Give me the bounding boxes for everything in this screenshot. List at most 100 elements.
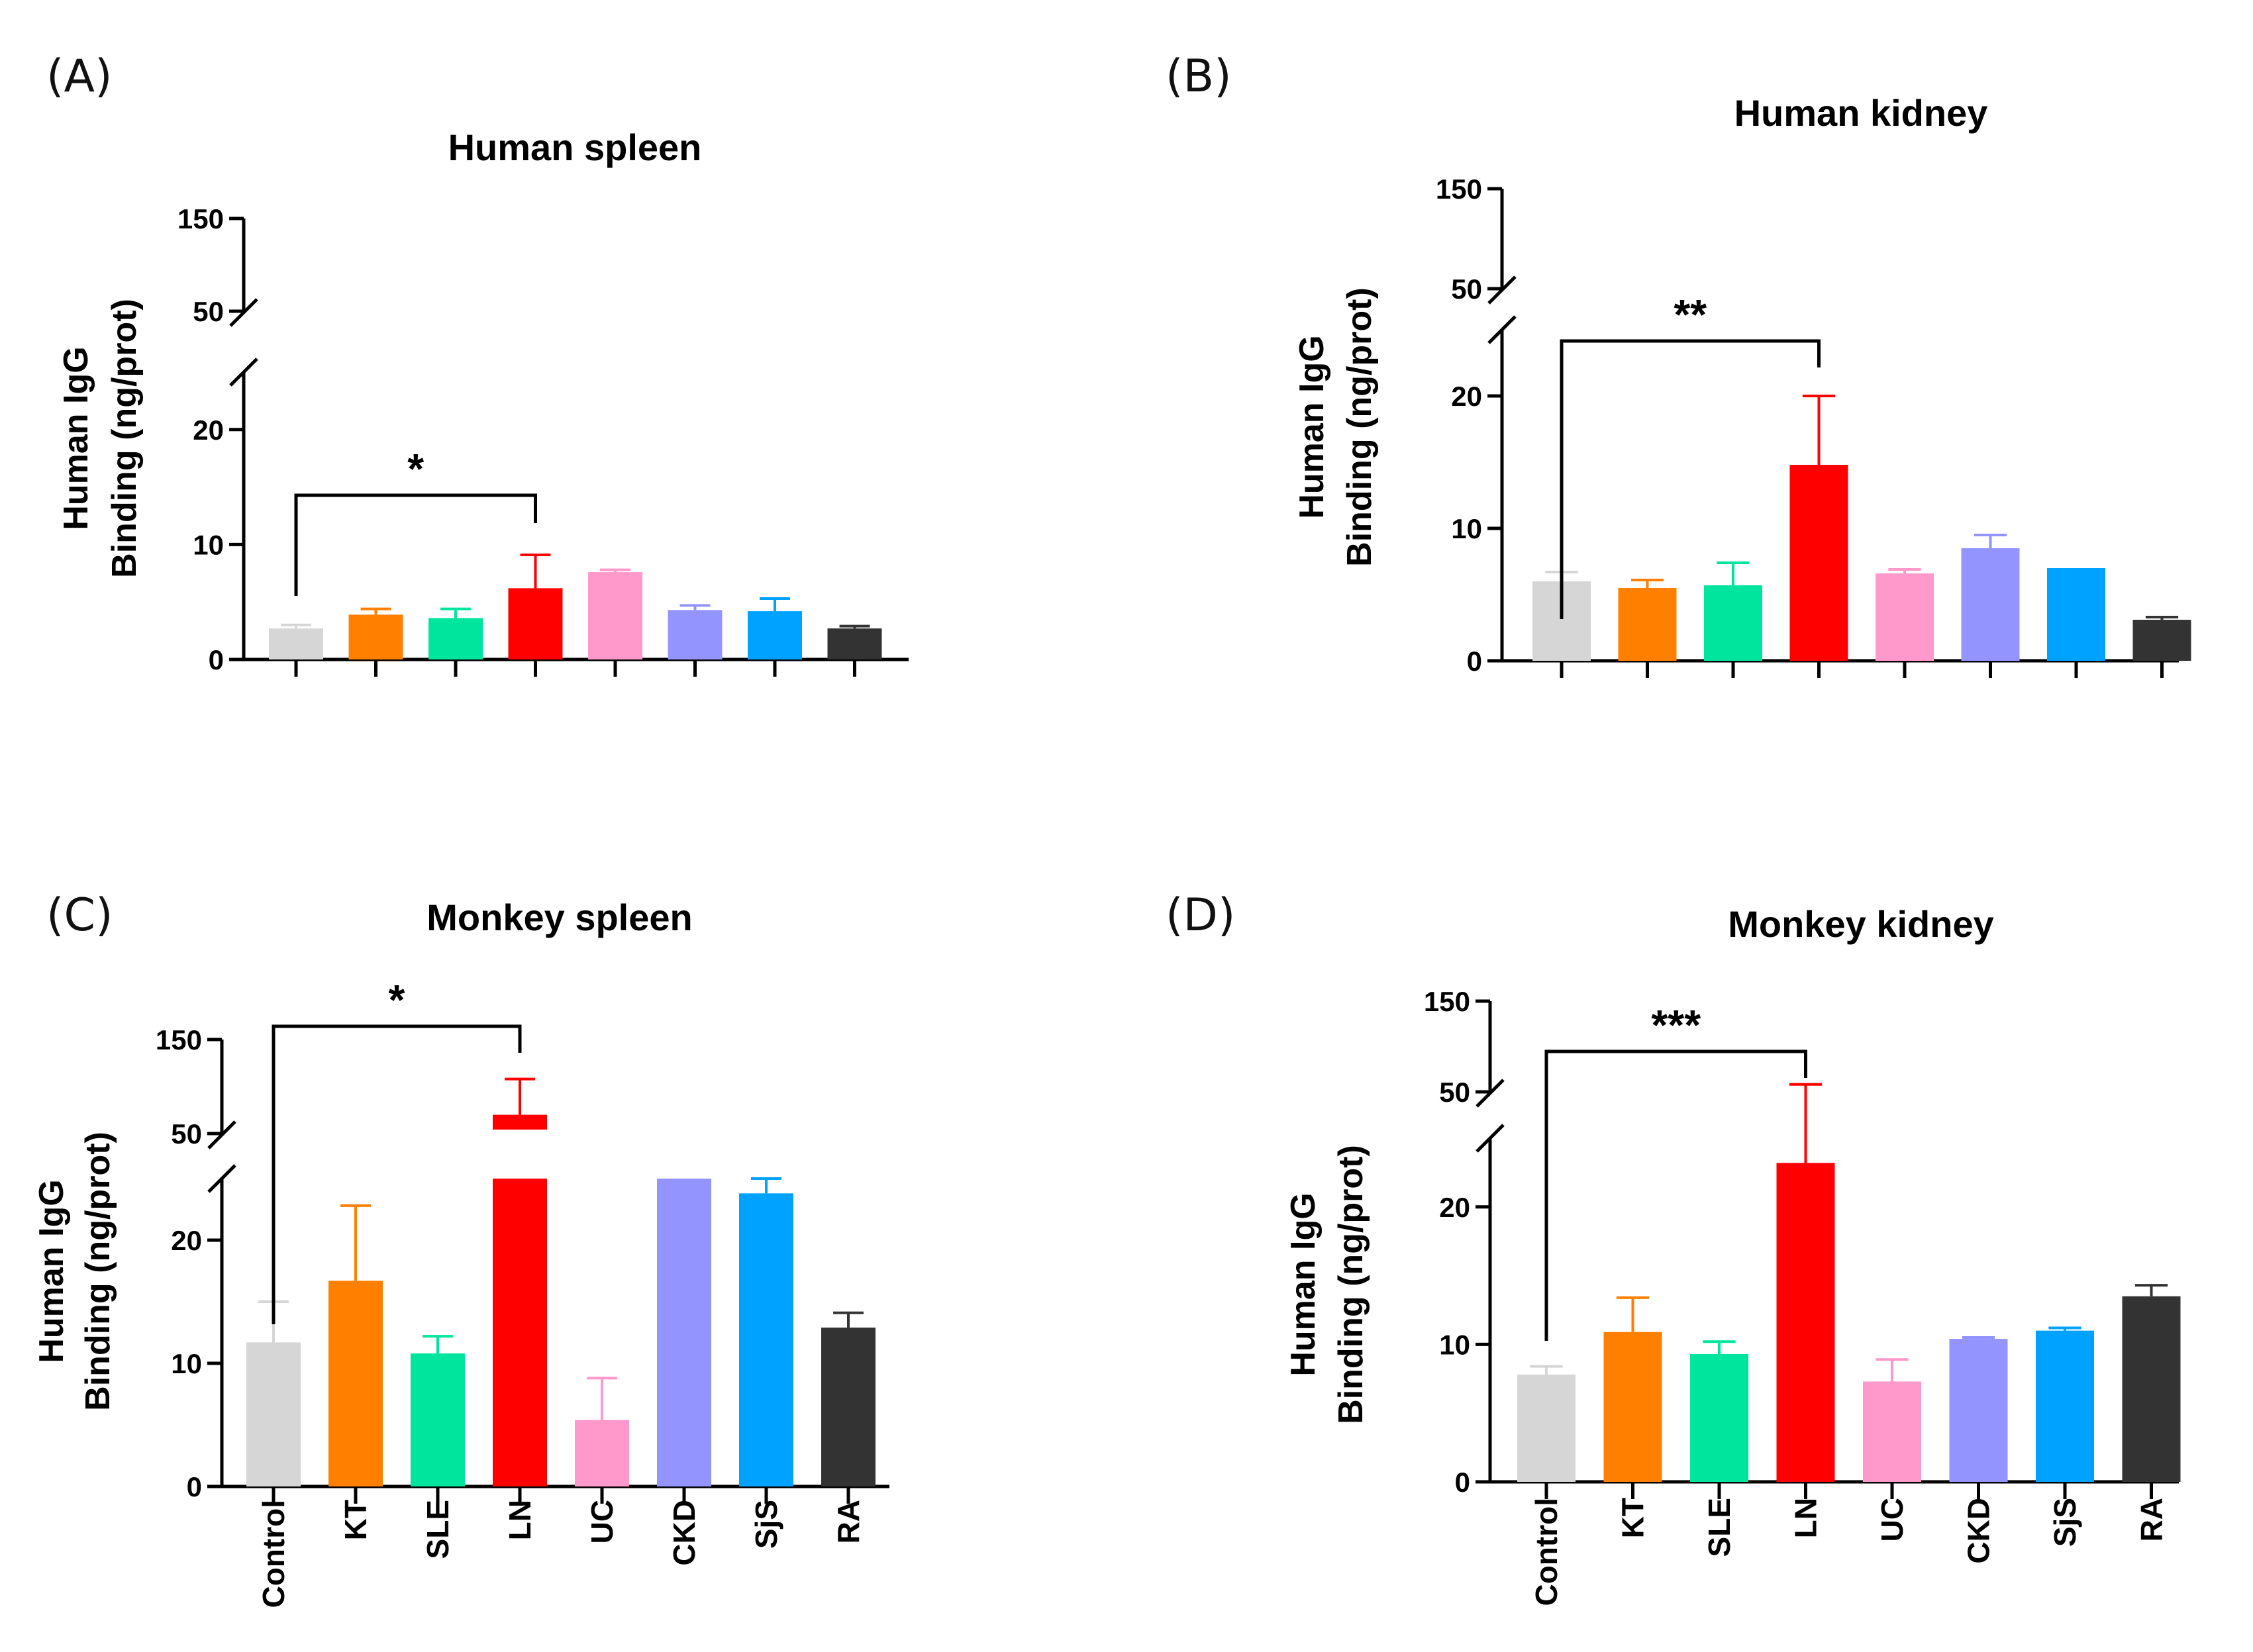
panel-d-category-label-ckd: CKD xyxy=(1962,1498,1996,1564)
panel-c-category-label-sle: SLE xyxy=(421,1500,455,1559)
panel-c-bar-sle xyxy=(411,1353,465,1486)
panel-a-ytick-label-50: 50 xyxy=(193,296,224,327)
panel-c-ylabel-line-2: Binding (ng/prot) xyxy=(79,1132,117,1411)
panel-a-significance-bracket xyxy=(294,493,537,596)
panel-b-ytick-label-20: 20 xyxy=(1451,381,1482,412)
panel-a: (A) Human spleen Human IgG Binding (ng/prot… xyxy=(46,50,909,677)
panel-c-category-label-ln: LN xyxy=(503,1500,537,1540)
panel-b-ytick-label-50: 50 xyxy=(1451,273,1482,305)
panel-c-bar-ln xyxy=(493,1179,547,1486)
panel-d-ytick-label-150: 150 xyxy=(1424,986,1470,1017)
panel-d-significance-bracket xyxy=(1544,1049,1807,1341)
panel-d-bar-uc xyxy=(1863,1381,1921,1482)
panel-d-ytick-label-20: 20 xyxy=(1439,1192,1470,1223)
panel-b-bar-ln xyxy=(1789,465,1848,661)
panel-d-bar-sle xyxy=(1690,1353,1748,1482)
panel-d-significance-label: *** xyxy=(1651,1001,1701,1049)
panel-c-ytick-label-150: 150 xyxy=(156,1024,202,1055)
panel-c-bar-ckd xyxy=(657,1179,711,1486)
panel-c-ytick-label-10: 10 xyxy=(171,1348,202,1379)
panel-b-significance-bracket xyxy=(1560,339,1821,619)
panel-c-ytick-label-20: 20 xyxy=(171,1225,202,1256)
panel-d-category-label-control: Control xyxy=(1529,1498,1564,1606)
panel-a-axis-break-mark-lower xyxy=(229,358,258,387)
panel-d-category-label-kt: KT xyxy=(1616,1498,1650,1538)
panel-d-category-label-sjs: SjS xyxy=(2048,1498,2082,1547)
panel-b-ylabel-line-2: Binding (ng/prot) xyxy=(1340,287,1379,567)
panel-c-significance-bracket xyxy=(272,1024,522,1324)
panel-d-ytick-label-50: 50 xyxy=(1439,1077,1470,1108)
panel-c-category-label-ra: RA xyxy=(831,1500,866,1543)
panel-d-category-label-ra: RA xyxy=(2134,1498,2169,1541)
panel-c-significance-label: * xyxy=(389,976,405,1024)
panel-a-ylabel-line-2: Binding (ng/prot) xyxy=(105,299,144,578)
panel-a-bar-ckd xyxy=(668,610,723,659)
panel-a-significance-label: * xyxy=(407,445,424,493)
panel-a-bar-sjs xyxy=(748,611,802,659)
panel-c-bar-kt xyxy=(328,1281,383,1486)
panel-b-ytick-label-10: 10 xyxy=(1451,513,1482,544)
panel-d-axis-break-mark-lower xyxy=(1476,1124,1505,1153)
panel-c-bar-control xyxy=(246,1342,301,1486)
panel-d: (D) Monkey kidney Human IgG Binding (ng/pro… xyxy=(1166,889,2181,1606)
panel-d-ylabel-line-1: Human IgG xyxy=(1284,1192,1323,1376)
panel-a-bar-kt xyxy=(348,614,403,659)
panel-a-bar-ln xyxy=(508,588,563,659)
panel-b-ylabel-line-1: Human IgG xyxy=(1293,335,1331,518)
panel-c-bar-uc xyxy=(575,1420,629,1486)
panel-a-label: (A) xyxy=(46,50,113,103)
panel-b-bar-uc xyxy=(1876,573,1934,661)
panel-d-ylabel-line-2: Binding (ng/prot) xyxy=(1332,1145,1370,1424)
panel-b-axis-break-mark-lower xyxy=(1487,315,1517,344)
panel-d-bar-kt xyxy=(1603,1332,1662,1482)
panel-b-ytick-label-0: 0 xyxy=(1467,646,1482,677)
panel-d-bar-ln xyxy=(1776,1163,1835,1482)
panel-d-bar-ckd xyxy=(1949,1339,2008,1482)
panel-a-ylabel-line-1: Human IgG xyxy=(57,346,95,530)
panel-b-significance-label: ** xyxy=(1674,291,1707,338)
panel-a-bar-ra xyxy=(827,628,882,659)
panel-a-bar-control xyxy=(269,628,323,659)
panel-d-category-label-sle: SLE xyxy=(1702,1498,1736,1557)
panel-d-bar-ra xyxy=(2122,1296,2181,1482)
panel-c-category-label-sjs: SjS xyxy=(749,1500,783,1549)
panel-a-bar-sle xyxy=(428,618,483,659)
panel-b-bar-ckd xyxy=(1961,548,2020,661)
panel-b-title: Human kidney xyxy=(1734,92,1988,134)
panel-c-category-label-kt: KT xyxy=(338,1500,373,1540)
panel-c-ytick-label-0: 0 xyxy=(187,1471,202,1502)
panel-b-bar-kt xyxy=(1618,588,1677,661)
panel-b-bar-ra xyxy=(2132,620,2191,661)
panel-b-bar-sjs xyxy=(2047,568,2105,661)
panel-c-bar-sjs xyxy=(739,1193,793,1486)
panel-c-title: Monkey spleen xyxy=(426,897,692,938)
panel-b-ytick-label-150: 150 xyxy=(1436,173,1482,205)
panel-c: (C) Monkey spleen Human IgG Binding (ng/pro… xyxy=(32,889,889,1608)
panel-c-ytick-label-50: 50 xyxy=(171,1118,202,1149)
panel-d-ytick-label-10: 10 xyxy=(1439,1329,1470,1360)
panel-d-bar-control xyxy=(1517,1375,1576,1482)
panel-a-bar-uc xyxy=(588,572,642,659)
panel-d-ytick-label-0: 0 xyxy=(1455,1467,1470,1498)
panel-c-bar-ln-upper xyxy=(493,1114,547,1130)
panel-d-label: (D) xyxy=(1166,889,1235,942)
panel-a-ytick-label-10: 10 xyxy=(193,529,224,560)
panel-b-bar-sle xyxy=(1704,585,1762,661)
panel-c-category-label-uc: UC xyxy=(585,1500,619,1543)
panel-b: (B) Human kidney Human IgG Binding (ng/prot… xyxy=(1166,50,2191,678)
panel-a-ytick-label-150: 150 xyxy=(177,203,224,234)
panel-d-bar-sjs xyxy=(2036,1330,2094,1482)
panel-c-axis-break-mark-lower xyxy=(207,1164,236,1193)
panel-d-category-label-ln: LN xyxy=(1789,1498,1823,1538)
panel-b-label: (B) xyxy=(1166,50,1232,103)
panel-c-ylabel-line-1: Human IgG xyxy=(32,1179,71,1363)
panel-c-bar-ra xyxy=(821,1328,876,1486)
panel-c-category-label-control: Control xyxy=(256,1500,291,1608)
panel-a-ytick-label-20: 20 xyxy=(193,414,224,446)
panel-a-ytick-label-0: 0 xyxy=(209,644,224,675)
panel-d-category-label-uc: UC xyxy=(1875,1498,1909,1541)
panel-c-category-label-ckd: CKD xyxy=(667,1500,701,1566)
panel-a-title: Human spleen xyxy=(448,126,702,168)
panel-c-label: (C) xyxy=(46,889,113,942)
